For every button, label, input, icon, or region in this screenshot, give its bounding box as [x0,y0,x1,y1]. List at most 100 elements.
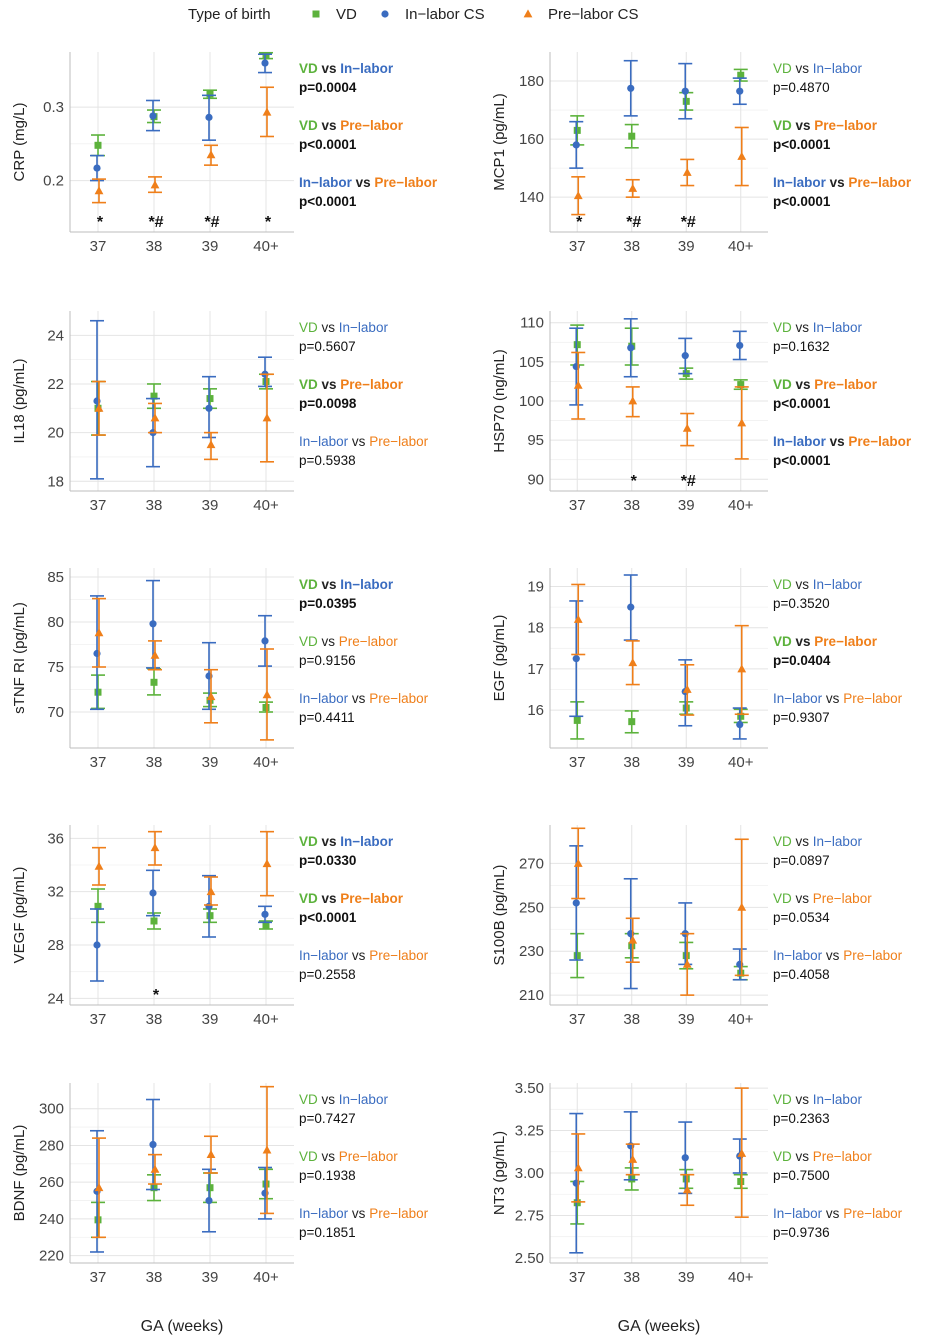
data-point [736,341,744,350]
comparison-group-a: VD [773,1092,792,1107]
data-point [150,180,160,189]
y-tick-label: 280 [39,1137,64,1154]
y-tick-label: 19 [527,579,544,596]
panel-6: 16 17 18 19 37 38 39 40+ EGF (pg/mL) VD vs In−lab… [491,568,903,771]
comparison-vs: vs [792,320,813,335]
legend: Type of birth VD In−labor CS Pre−labor CS [188,6,638,23]
data-point [573,716,581,724]
significance-mark: * [97,214,104,231]
comparison-group-b: Pre−labor [340,118,403,133]
y-tick-label: 80 [47,614,64,631]
x-tick-label: 38 [623,1011,640,1028]
y-tick-label: 70 [47,704,64,721]
x-tick-label: 38 [623,1269,640,1286]
comparison-group-a: In−labor [773,948,823,963]
data-point [94,902,102,910]
data-point [94,628,104,637]
data-point [737,969,745,977]
comparison-label: In−labor vs Pre−labor [299,1206,429,1221]
y-tick-label: 260 [39,1174,64,1191]
y-tick-label: 75 [47,659,64,676]
comparison-group-a: VD [773,891,792,906]
data-point [93,941,101,949]
comparison-label: VD vs In−labor [773,1092,862,1107]
comparison-label: VD vs In−labor [299,320,388,335]
p-value: p=0.9736 [773,1225,830,1240]
data-point [149,112,157,120]
data-point [573,191,583,200]
data-point [262,704,270,711]
p-value: p=0.0098 [299,396,357,411]
comparison-group-a: VD [299,577,318,592]
comparison-group-b: In−labor [813,320,863,335]
comparison-vs: vs [792,61,813,76]
panel-1: 0.2 0.3 37 38 39 40+ CRP (mg/L) * *# *# * VD vs In−… [11,51,438,255]
p-value: p=0.4058 [773,967,830,982]
legend-marker-3 [523,9,533,18]
comparison-vs: vs [822,691,843,706]
comparison-group-b: In−labor [340,61,394,76]
comparison-group-a: VD [299,634,318,649]
data-point [206,90,214,98]
comparison-label: In−labor vs Pre−labor [299,691,429,706]
comparison-group-a: VD [299,320,318,335]
data-point [261,59,269,67]
data-point [737,902,747,911]
comparison-vs: vs [792,891,813,906]
x-tick-label: 39 [678,238,695,255]
x-tick-label: 39 [202,1269,219,1286]
x-tick-label: 37 [90,238,107,255]
significance-mark: *# [681,214,696,231]
data-point [205,113,213,121]
data-point [261,910,269,918]
y-tick-label: 180 [519,73,544,90]
legend-marker-2 [381,10,389,18]
panel-10: 2.50 2.75 3.00 3.25 3.50 37 38 39 40+ NT3 (pg/mL)… [491,1080,903,1286]
p-value: p<0.0001 [773,194,831,209]
panel-7: 24 28 32 36 37 38 39 40+ VEGF (pg/mL) * VD vs In−l… [11,825,429,1028]
p-value: p=0.7427 [299,1111,356,1126]
comparison-vs: vs [348,948,369,963]
p-value: p=0.0534 [773,910,830,925]
comparison-group-a: VD [773,377,792,392]
y-tick-label: 3.00 [515,1165,544,1182]
data-point [206,150,216,159]
comparison-group-b: Pre−labor [814,634,877,649]
y-axis-label: VEGF (pg/mL) [11,867,28,964]
p-value: p<0.0001 [773,396,831,411]
data-point [572,141,580,149]
data-point [206,440,216,449]
p-value: p=0.4411 [299,710,355,725]
panel-4: 90 95 100 105 110 37 38 39 40+ HSP70 (ng/mL) * *# VD… [491,311,912,514]
legend-label-1: VD [336,6,357,23]
x-tick-label: 38 [146,754,163,771]
data-point [150,1164,160,1173]
comparison-group-a: VD [773,320,792,335]
comparison-group-b: In−labor [813,834,863,849]
y-axis-label: CRP (mg/L) [11,103,28,182]
x-axis-title-right: GA (weeks) [618,1318,701,1335]
comparison-vs: vs [348,434,369,449]
y-tick-label: 160 [519,131,544,148]
data-point [150,917,158,925]
comparison-group-b: Pre−labor [369,434,428,449]
legend-label-2: In−labor CS [405,6,485,23]
x-tick-label: 38 [146,1011,163,1028]
comparison-group-a: VD [773,834,792,849]
data-point [681,87,689,95]
x-tick-label: 39 [678,497,695,514]
data-point [682,423,692,432]
legend-label-3: Pre−labor CS [548,6,638,23]
y-axis-label: EGF (pg/mL) [491,615,508,702]
comparison-vs: vs [318,320,339,335]
x-tick-label: 39 [202,238,219,255]
comparison-label: VD vs In−labor [773,61,862,76]
comparison-group-b: Pre−labor [843,691,902,706]
comparison-group-b: Pre−labor [369,1206,428,1221]
x-tick-label: 37 [90,497,107,514]
comparison-group-a: In−labor [299,175,353,190]
data-point [206,912,214,920]
data-point [736,720,744,729]
comparison-label: In−labor vs Pre−labor [773,434,912,449]
